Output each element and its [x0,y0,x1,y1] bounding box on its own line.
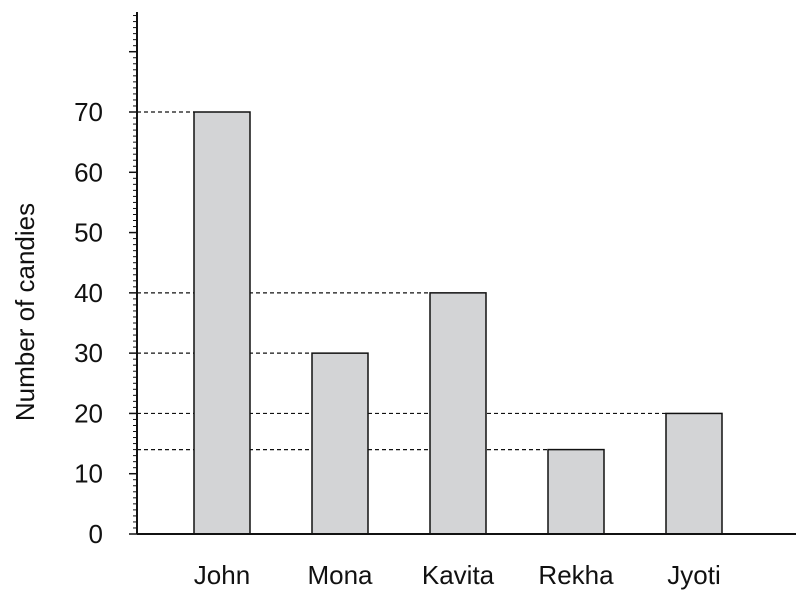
y-axis-title: Number of candies [10,203,40,421]
y-tick-labels: 0 10 20 30 40 50 60 70 [74,97,103,549]
y-tick-label: 20 [74,398,103,428]
bar [429,292,487,535]
bars [193,111,723,535]
y-tick-label: 30 [74,338,103,368]
bar [547,448,605,535]
x-tick-label: Jyoti [667,560,720,590]
x-tick-label: Kavita [422,560,495,590]
y-tick-label: 50 [74,218,103,248]
y-tick-label: 10 [74,459,103,489]
x-tick-label: Mona [307,560,373,590]
x-tick-label: John [194,560,250,590]
category-labels: John Mona Kavita Rekha Jyoti [194,560,721,590]
y-tick-label: 60 [74,157,103,187]
bar [193,111,251,535]
x-tick-label: Rekha [538,560,614,590]
bar [311,352,369,535]
y-tick-label: 40 [74,278,103,308]
bar [665,412,723,535]
axes [136,12,796,535]
minor-ticks [129,15,137,535]
y-tick-label: 70 [74,97,103,127]
y-tick-label: 0 [89,519,103,549]
